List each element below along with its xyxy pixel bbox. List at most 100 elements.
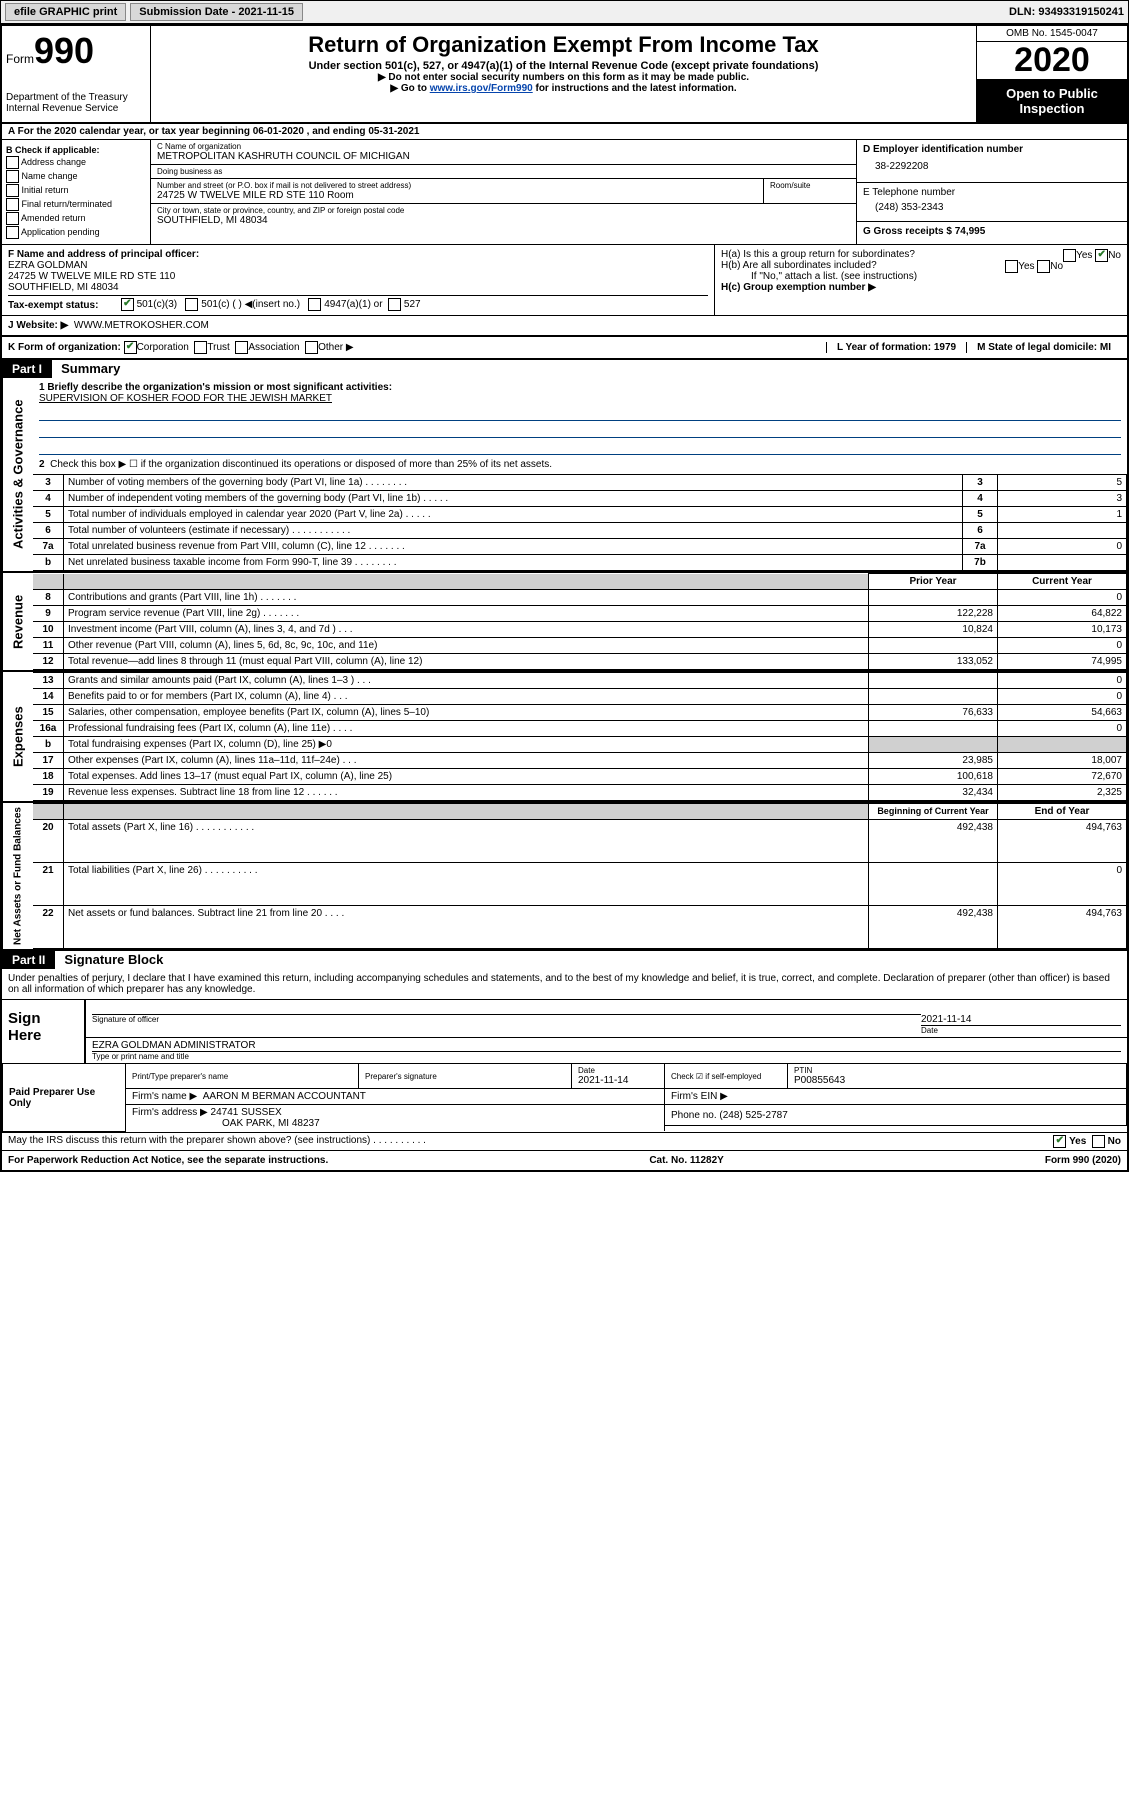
department-label: Department of the Treasury Internal Reve… [6,92,146,114]
footer-center: Cat. No. 11282Y [649,1155,723,1166]
declaration-text: Under penalties of perjury, I declare th… [2,969,1127,999]
table-row: 4Number of independent voting members of… [33,491,1127,507]
header-right: OMB No. 1545-0047 2020 Open to Public In… [976,26,1127,122]
footer-right: Form 990 (2020) [1045,1155,1121,1166]
chk-assoc[interactable] [235,341,248,354]
chk-501c[interactable] [185,298,198,311]
chk-4947[interactable] [308,298,321,311]
efile-button[interactable]: efile GRAPHIC print [5,3,126,21]
ha-yes[interactable] [1063,249,1076,262]
officer-addr2: SOUTHFIELD, MI 48034 [8,282,708,293]
col-b-checkboxes: B Check if applicable: Address change Na… [2,140,151,244]
expenses-table: 13Grants and similar amounts paid (Part … [33,672,1127,801]
hb-no[interactable] [1037,260,1050,273]
state-domicile: M State of legal domicile: MI [966,342,1121,353]
part2-header-row: Part II Signature Block [2,951,1127,969]
hb-yes[interactable] [1005,260,1018,273]
table-row: 10Investment income (Part VIII, column (… [33,622,1127,638]
part1-governance: Activities & Governance 1 Briefly descri… [2,378,1127,573]
sign-date: 2021-11-14 [921,1014,1121,1025]
gross-receipts: G Gross receipts $ 74,995 [863,226,1121,237]
hdr-current: Current Year [998,574,1127,590]
submission-date-button[interactable]: Submission Date - 2021-11-15 [130,3,303,21]
hdr-end: End of Year [998,804,1127,820]
chk-address[interactable]: Address change [6,156,146,169]
chk-name[interactable]: Name change [6,170,146,183]
table-row: 18Total expenses. Add lines 13–17 (must … [33,769,1127,785]
hc-row: H(c) Group exemption number ▶ [721,282,1121,293]
part2-badge: Part II [2,951,55,969]
part1-header-row: Part I Summary [2,360,1127,378]
table-row: 19Revenue less expenses. Subtract line 1… [33,785,1127,801]
row-j-website: J Website: ▶ WWW.METROKOSHER.COM [2,316,1127,337]
part1-badge: Part I [2,360,52,378]
table-row: 8Contributions and grants (Part VIII, li… [33,590,1127,606]
sign-date-label: Date [921,1025,1121,1035]
chk-corp[interactable] [124,341,137,354]
form-number: Form990 [6,30,146,72]
chk-other[interactable] [305,341,318,354]
open-to-public: Open to Public Inspection [977,80,1127,122]
chk-trust[interactable] [194,341,207,354]
chk-527[interactable] [388,298,401,311]
discuss-yes[interactable] [1053,1135,1066,1148]
header-left: Form990 Department of the Treasury Inter… [2,26,151,122]
table-row: 9Program service revenue (Part VIII, lin… [33,606,1127,622]
part2-title: Signature Block [58,950,169,969]
table-row: 20Total assets (Part X, line 16) . . . .… [33,820,1127,863]
table-row: 7aTotal unrelated business revenue from … [33,539,1127,555]
table-row: 14Benefits paid to or for members (Part … [33,689,1127,705]
footer: For Paperwork Reduction Act Notice, see … [2,1150,1127,1170]
tab-governance: Activities & Governance [2,378,33,571]
part1-title: Summary [55,359,126,378]
table-row: bNet unrelated business taxable income f… [33,555,1127,571]
firm-phone: Phone no. (248) 525-2787 [665,1105,1127,1126]
table-row: 15Salaries, other compensation, employee… [33,705,1127,721]
street-label: Number and street (or P.O. box if mail i… [157,181,757,190]
table-row: 21Total liabilities (Part X, line 26) . … [33,863,1127,906]
preparer-table: Paid Preparer Use Only Print/Type prepar… [2,1063,1127,1132]
part1-revenue: Revenue Prior Year Current Year 8Contrib… [2,573,1127,672]
chk-pending[interactable]: Application pending [6,226,146,239]
table-row: 13Grants and similar amounts paid (Part … [33,673,1127,689]
section-h: H(a) Is this a group return for subordin… [714,245,1127,315]
dln-label: DLN: 93493319150241 [1009,6,1124,18]
section-fhi: F Name and address of principal officer:… [2,245,1127,316]
section-f: F Name and address of principal officer:… [2,245,714,315]
discuss-no[interactable] [1092,1135,1105,1148]
table-row: bTotal fundraising expenses (Part IX, co… [33,737,1127,753]
form-990-container: Form990 Department of the Treasury Inter… [0,24,1129,1172]
preparer-label: Paid Preparer Use Only [3,1064,126,1132]
signature-section: Under penalties of perjury, I declare th… [2,969,1127,1150]
irs-link[interactable]: www.irs.gov/Form990 [430,83,533,94]
instr-no-ssn: ▶ Do not enter social security numbers o… [155,72,972,83]
row-k: K Form of organization: Corporation Trus… [2,337,1127,360]
col-b-title: B Check if applicable: [6,145,146,155]
tab-expenses: Expenses [2,672,33,801]
phone-value: (248) 353-2343 [863,198,1121,217]
chk-501c3[interactable] [121,298,134,311]
form-title: Return of Organization Exempt From Incom… [155,32,972,58]
org-name-label: C Name of organization [157,142,850,151]
officer-name-label: Type or print name and title [92,1051,1121,1061]
sig-officer-label: Signature of officer [92,1014,921,1024]
chk-final[interactable]: Final return/terminated [6,198,146,211]
firm-name: AARON M BERMAN ACCOUNTANT [203,1091,366,1102]
website-value: WWW.METROKOSHER.COM [74,320,209,331]
mission-text: SUPERVISION OF KOSHER FOOD FOR THE JEWIS… [39,393,1121,404]
city-value: SOUTHFIELD, MI 48034 [157,215,850,226]
ha-no[interactable] [1095,249,1108,262]
tax-exempt-row: Tax-exempt status: 501(c)(3) 501(c) ( ) … [8,295,708,311]
discuss-row: May the IRS discuss this return with the… [2,1132,1127,1150]
chk-initial[interactable]: Initial return [6,184,146,197]
year-formation: L Year of formation: 1979 [826,342,966,353]
table-row: 22Net assets or fund balances. Subtract … [33,906,1127,949]
dba-label: Doing business as [157,167,850,176]
footer-left: For Paperwork Reduction Act Notice, see … [8,1155,328,1166]
form-header: Form990 Department of the Treasury Inter… [2,26,1127,124]
table-row: 5Total number of individuals employed in… [33,507,1127,523]
officer-addr1: 24725 W TWELVE MILE RD STE 110 [8,271,708,282]
chk-amended[interactable]: Amended return [6,212,146,225]
table-row: 11Other revenue (Part VIII, column (A), … [33,638,1127,654]
revenue-table: Prior Year Current Year 8Contributions a… [33,573,1127,670]
